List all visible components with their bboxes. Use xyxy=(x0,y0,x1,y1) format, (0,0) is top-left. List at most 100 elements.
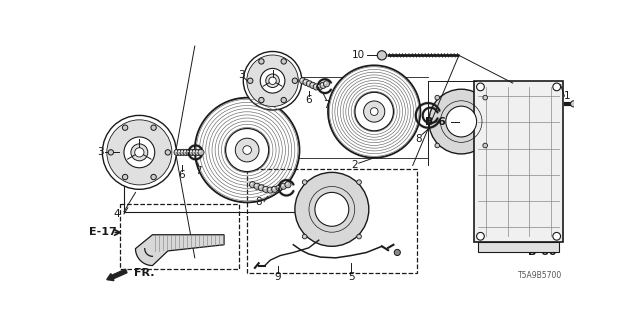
Circle shape xyxy=(259,185,264,191)
Circle shape xyxy=(314,85,316,87)
Circle shape xyxy=(371,108,378,116)
Circle shape xyxy=(300,78,306,84)
Circle shape xyxy=(188,151,189,152)
Bar xyxy=(474,81,563,243)
Circle shape xyxy=(225,129,269,172)
Text: 9: 9 xyxy=(275,272,281,282)
Circle shape xyxy=(313,84,319,90)
Text: 3: 3 xyxy=(237,69,244,80)
Circle shape xyxy=(131,144,148,161)
Text: 8: 8 xyxy=(255,196,262,207)
Circle shape xyxy=(281,59,287,64)
Text: E-17: E-17 xyxy=(90,228,117,237)
Circle shape xyxy=(135,148,144,157)
Circle shape xyxy=(236,138,259,162)
Polygon shape xyxy=(136,235,224,266)
Circle shape xyxy=(181,151,183,152)
Circle shape xyxy=(315,192,349,226)
Text: 1: 1 xyxy=(563,91,570,101)
Circle shape xyxy=(273,188,275,189)
Circle shape xyxy=(317,84,323,90)
Circle shape xyxy=(189,149,195,156)
Circle shape xyxy=(553,232,561,240)
Text: B-60: B-60 xyxy=(426,116,454,126)
Circle shape xyxy=(553,83,561,91)
Circle shape xyxy=(301,79,303,81)
Text: 2: 2 xyxy=(351,160,358,171)
Circle shape xyxy=(304,81,306,82)
Circle shape xyxy=(247,55,298,107)
Circle shape xyxy=(378,51,387,60)
Circle shape xyxy=(183,149,189,156)
Circle shape xyxy=(271,186,278,192)
Circle shape xyxy=(264,188,266,189)
Circle shape xyxy=(324,82,326,84)
Circle shape xyxy=(193,151,195,152)
Circle shape xyxy=(269,188,270,190)
Text: T5A9B5700: T5A9B5700 xyxy=(518,271,562,280)
Circle shape xyxy=(310,82,316,88)
Circle shape xyxy=(180,149,186,156)
Circle shape xyxy=(267,187,273,193)
Circle shape xyxy=(175,151,177,152)
Circle shape xyxy=(328,65,420,158)
Circle shape xyxy=(250,182,255,188)
Text: B-60: B-60 xyxy=(528,247,556,258)
Circle shape xyxy=(255,185,257,186)
Text: 3: 3 xyxy=(97,147,104,157)
Circle shape xyxy=(364,101,385,122)
Circle shape xyxy=(303,79,309,85)
Circle shape xyxy=(356,180,362,184)
Bar xyxy=(120,204,239,269)
Circle shape xyxy=(477,83,484,91)
Circle shape xyxy=(266,74,279,88)
Circle shape xyxy=(259,59,264,64)
Circle shape xyxy=(307,81,312,87)
Circle shape xyxy=(107,120,172,185)
Bar xyxy=(247,169,417,273)
Circle shape xyxy=(394,249,401,256)
Circle shape xyxy=(259,97,264,103)
Circle shape xyxy=(483,95,488,100)
Circle shape xyxy=(198,149,204,156)
Circle shape xyxy=(122,125,128,130)
Circle shape xyxy=(174,149,180,156)
Circle shape xyxy=(260,186,261,188)
Circle shape xyxy=(248,78,253,84)
Circle shape xyxy=(108,150,113,155)
Circle shape xyxy=(277,186,279,188)
Text: 8: 8 xyxy=(415,133,422,143)
Circle shape xyxy=(260,68,285,93)
FancyArrow shape xyxy=(107,269,127,281)
Circle shape xyxy=(102,116,176,189)
Circle shape xyxy=(286,183,288,185)
Circle shape xyxy=(318,85,319,87)
Circle shape xyxy=(323,81,330,87)
Circle shape xyxy=(276,185,282,191)
Circle shape xyxy=(195,149,201,156)
Circle shape xyxy=(311,84,313,85)
Circle shape xyxy=(151,174,156,180)
Circle shape xyxy=(251,183,252,185)
Circle shape xyxy=(122,174,128,180)
Circle shape xyxy=(192,149,198,156)
Circle shape xyxy=(199,151,201,152)
Circle shape xyxy=(151,125,156,130)
Circle shape xyxy=(446,106,477,137)
Circle shape xyxy=(292,78,298,84)
Circle shape xyxy=(429,89,493,154)
Bar xyxy=(478,243,559,252)
Circle shape xyxy=(184,151,186,152)
Circle shape xyxy=(190,151,192,152)
Circle shape xyxy=(285,182,291,188)
Circle shape xyxy=(321,84,323,85)
Circle shape xyxy=(320,82,326,88)
Circle shape xyxy=(477,232,484,240)
Text: 7: 7 xyxy=(323,100,330,110)
Circle shape xyxy=(165,150,170,155)
Circle shape xyxy=(355,92,394,131)
Circle shape xyxy=(124,137,155,168)
Circle shape xyxy=(196,151,198,152)
Text: 7: 7 xyxy=(195,166,202,176)
Text: 6: 6 xyxy=(179,171,185,180)
